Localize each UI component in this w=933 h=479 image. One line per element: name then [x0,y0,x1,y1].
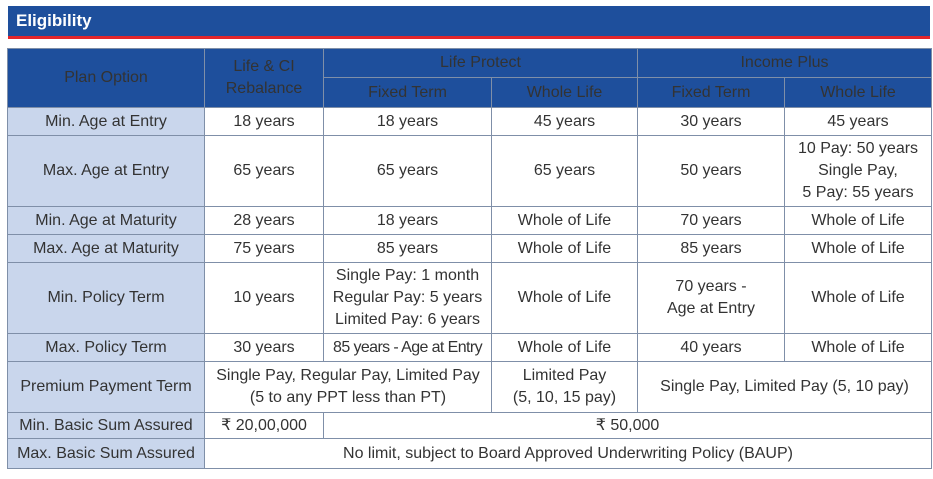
header-row-2: Fixed Term Whole Life Fixed Term Whole L… [8,77,933,108]
cell-ip-fixed: 85 years [637,234,785,263]
cell-life-ci: ₹ 20,00,000 [204,412,324,439]
cell-ip-whole: Whole of Life [783,206,933,235]
row-label: Premium Payment Term [7,361,205,413]
cell-line: Single Pay, Regular Pay, Limited Pay [216,367,480,384]
cell-lp-fixed: 65 years [323,135,492,207]
row-label: Min. Age at Maturity [7,206,205,235]
cell-line: Single Pay: 1 month [335,267,480,284]
cell-line: Limited Pay [522,367,607,384]
row-label: Min. Policy Term [7,262,205,334]
header-ip-fixed-term: Fixed Term [637,77,785,108]
header-income-plus: Income Plus [636,48,933,78]
cell-ip-whole: Whole of Life [783,234,933,263]
table-row: Max. Basic Sum Assured No limit, subject… [7,438,933,469]
cell-line: Single Pay, [818,162,898,179]
table-row: Premium Payment Term Single Pay, Regular… [7,361,933,413]
cell-income-plus-combined: Single Pay, Limited Pay (5, 10 pay) [636,361,933,413]
eligibility-table: Plan Option Life & CI Rebalance Life Pro… [7,48,933,469]
header-life-protect: Life Protect [323,48,638,78]
cell-other-plans-combined: ₹ 50,000 [322,412,933,439]
cell-lp-whole: Whole of Life [491,333,638,362]
header-ip-whole-life: Whole Life [783,77,933,108]
cell-lp-whole: Limited Pay (5, 10, 15 pay) [491,361,638,413]
cell-lp-fixed: 85 years [323,234,492,263]
cell-life-ci: 65 years [204,135,324,207]
header-life-ci-rebalance: Life & CI Rebalance [204,48,324,108]
cell-ip-fixed: 50 years [637,135,785,207]
table-row: Min. Age at Maturity 28 years 18 years W… [7,206,933,235]
cell-life-ci-lp-fixed-combined: Single Pay, Regular Pay, Limited Pay (5 … [204,361,492,413]
title-underline [8,36,930,39]
cell-ip-whole: Whole of Life [783,262,933,334]
cell-ip-whole: Whole of Life [783,333,933,362]
cell-lp-fixed: Single Pay: 1 month Regular Pay: 5 years… [323,262,492,334]
cell-line: Limited Pay: 6 years [335,311,480,328]
table-row: Max. Policy Term 30 years 85 years - Age… [7,333,933,362]
cell-ip-whole: 10 Pay: 50 years Single Pay, 5 Pay: 55 y… [783,135,933,207]
cell-lp-whole: 45 years [491,107,638,136]
cell-lp-whole: Whole of Life [491,262,638,334]
cell-line: 10 Pay: 50 years [797,140,919,157]
cell-life-ci: 10 years [204,262,324,334]
row-label: Max. Policy Term [7,333,205,362]
row-label: Max. Age at Maturity [7,234,205,263]
cell-line: (5 to any PPT less than PT) [249,389,447,406]
eligibility-banner: Eligibility [8,6,930,36]
cell-line: 70 years - [675,278,747,295]
cell-line: Regular Pay: 5 years [332,289,483,306]
table-row: Min. Policy Term 10 years Single Pay: 1 … [7,262,933,334]
cell-lp-whole: Whole of Life [491,234,638,263]
cell-lp-whole: Whole of Life [491,206,638,235]
cell-line: 5 Pay: 55 years [802,184,914,201]
cell-ip-fixed: 70 years - Age at Entry [637,262,785,334]
row-label: Max. Age at Entry [7,135,205,207]
row-label: Max. Basic Sum Assured [7,438,205,469]
row-label: Min. Basic Sum Assured [7,412,205,439]
header-plan-option: Plan Option [7,48,205,108]
table-row: Max. Age at Maturity 75 years 85 years W… [7,234,933,263]
cell-lp-fixed: 18 years [323,107,492,136]
cell-life-ci: 28 years [204,206,324,235]
cell-lp-fixed: 85 years - Age at Entry [323,333,492,362]
table-row: Min. Age at Entry 18 years 18 years 45 y… [7,107,933,136]
row-label: Min. Age at Entry [7,107,205,136]
cell-life-ci: 30 years [204,333,324,362]
table-row: Max. Age at Entry 65 years 65 years 65 y… [7,135,933,207]
cell-lp-fixed: 18 years [323,206,492,235]
cell-ip-fixed: 30 years [637,107,785,136]
table-row: Min. Basic Sum Assured ₹ 20,00,000 ₹ 50,… [7,412,933,439]
section-title: Eligibility [16,11,92,30]
cell-ip-whole: 45 years [783,107,933,136]
header-row-1: Plan Option Life & CI Rebalance Life Pro… [7,48,933,108]
header-lp-whole-life: Whole Life [491,77,638,108]
cell-life-ci: 75 years [204,234,324,263]
cell-ip-fixed: 70 years [637,206,785,235]
cell-life-ci: 18 years [204,107,324,136]
cell-lp-whole: 65 years [491,135,638,207]
cell-line: (5, 10, 15 pay) [512,389,617,406]
header-lp-fixed-term: Fixed Term [323,77,492,108]
cell-line: Age at Entry [666,300,756,317]
cell-ip-fixed: 40 years [637,333,785,362]
cell-all-plans-combined: No limit, subject to Board Approved Unde… [203,438,933,469]
